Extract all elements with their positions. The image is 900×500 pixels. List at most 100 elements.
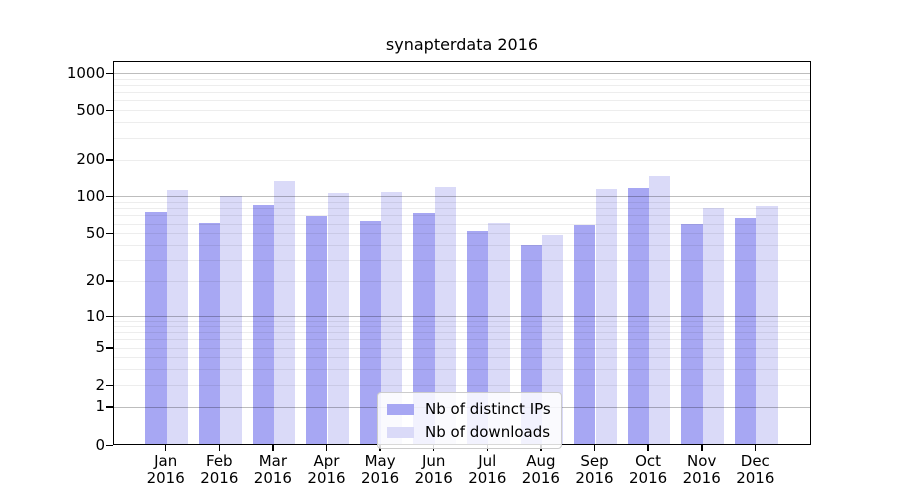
bar-downloads-may (381, 192, 403, 444)
legend-swatch-downloads (387, 426, 414, 438)
bar-downloads-jun (434, 187, 457, 444)
y-tick-label: 1 (95, 397, 105, 416)
legend-label-distinct-ips: Nb of distinct IPs (425, 400, 551, 418)
bar-distinct-ips-may (359, 220, 382, 444)
gridline (114, 368, 810, 370)
gridline (114, 332, 810, 334)
bar-downloads-nov (702, 208, 725, 444)
x-tick-mark (218, 445, 221, 451)
legend-swatch-distinct-ips (387, 403, 414, 415)
y-tick-mark (106, 347, 113, 349)
gridline (114, 92, 810, 93)
x-tick-mark (325, 445, 328, 451)
gridline (114, 259, 810, 261)
gridline (114, 339, 810, 341)
y-tick-mark (106, 406, 113, 408)
bar-distinct-ips-nov (681, 224, 703, 444)
bar-downloads-apr (327, 193, 349, 444)
legend-row: Nb of distinct IPs (387, 400, 551, 418)
y-tick-label: 200 (76, 150, 105, 168)
y-tick-label: 5 (95, 338, 105, 357)
gridline (114, 196, 810, 197)
x-tick-label: Dec 2016 (736, 452, 775, 487)
y-tick-label: 50 (85, 223, 105, 242)
bar-distinct-ips-dec (734, 218, 757, 444)
x-tick-label: Oct 2016 (629, 452, 668, 487)
x-tick-mark (701, 445, 703, 451)
x-tick-mark (647, 445, 649, 451)
gridline (114, 244, 810, 246)
x-tick-label: Nov 2016 (682, 452, 721, 487)
x-tick-label: Mar 2016 (253, 452, 292, 487)
y-tick-mark (106, 384, 113, 387)
bar-downloads-jul (488, 222, 510, 444)
gridline (114, 208, 810, 209)
gridline (114, 347, 810, 349)
y-tick-mark (106, 109, 113, 111)
y-tick-label: 500 (76, 100, 105, 119)
legend-label-downloads: Nb of downloads (425, 423, 551, 441)
gridline (114, 110, 810, 111)
x-tick-label: Jul 2016 (468, 452, 507, 487)
y-tick-mark (106, 72, 113, 74)
bar-downloads-mar (273, 181, 296, 444)
bar-distinct-ips-jan (145, 211, 167, 444)
gridline (114, 316, 810, 317)
gridline (114, 223, 810, 225)
bar-distinct-ips-oct (627, 187, 650, 444)
plot-area: Nb of distinct IPs Nb of downloads (113, 61, 811, 449)
gridline (114, 233, 810, 235)
gridline (114, 320, 810, 322)
legend: Nb of distinct IPs Nb of downloads (377, 392, 562, 449)
gridline (114, 356, 810, 358)
x-tick-mark (164, 445, 167, 451)
gridline (114, 137, 810, 139)
gridline (114, 215, 810, 217)
x-tick-label: Sep 2016 (575, 452, 614, 487)
y-tick-label: 0 (95, 435, 105, 454)
y-tick-mark (106, 280, 113, 282)
x-tick-mark (272, 445, 274, 451)
gridline (114, 201, 810, 203)
bar-distinct-ips-feb (198, 222, 221, 444)
gridline (114, 326, 810, 328)
bar-downloads-aug (541, 235, 564, 444)
bar-distinct-ips-sep (574, 225, 596, 444)
bar-distinct-ips-mar (252, 204, 274, 444)
x-tick-mark (593, 445, 596, 451)
x-tick-label: Aug 2016 (521, 452, 560, 487)
bar-downloads-dec (756, 206, 778, 444)
x-tick-mark (754, 445, 757, 451)
gridline (114, 84, 810, 86)
bar-downloads-sep (595, 188, 617, 444)
y-tick-mark (106, 315, 113, 317)
y-tick-mark (106, 195, 113, 197)
bar-downloads-feb (220, 196, 242, 444)
legend-row: Nb of downloads (387, 423, 551, 441)
y-tick-mark (106, 232, 113, 235)
bar-downloads-jan (166, 190, 189, 444)
y-tick-mark (106, 159, 113, 161)
gridline (114, 122, 810, 124)
gridline (114, 159, 810, 161)
x-tick-label: Jun 2016 (414, 452, 453, 487)
bar-distinct-ips-jun (413, 212, 435, 444)
chart-title: synapterdata 2016 (385, 35, 539, 54)
gridline (114, 385, 810, 387)
gridline (114, 73, 810, 74)
y-tick-label: 10 (85, 306, 105, 325)
y-tick-label: 1000 (66, 63, 105, 82)
y-tick-label: 2 (95, 375, 105, 394)
x-tick-label: May 2016 (361, 452, 400, 487)
bar-distinct-ips-jul (466, 231, 489, 444)
y-tick-label: 20 (85, 271, 105, 290)
gridline (114, 78, 810, 80)
bar-downloads-oct (649, 175, 671, 444)
x-tick-label: Jan 2016 (146, 452, 185, 487)
y-tick-label: 100 (76, 186, 105, 205)
gridline (114, 280, 810, 282)
y-tick-mark (106, 444, 113, 446)
x-tick-label: Feb 2016 (200, 452, 239, 487)
x-tick-label: Apr 2016 (307, 452, 346, 487)
